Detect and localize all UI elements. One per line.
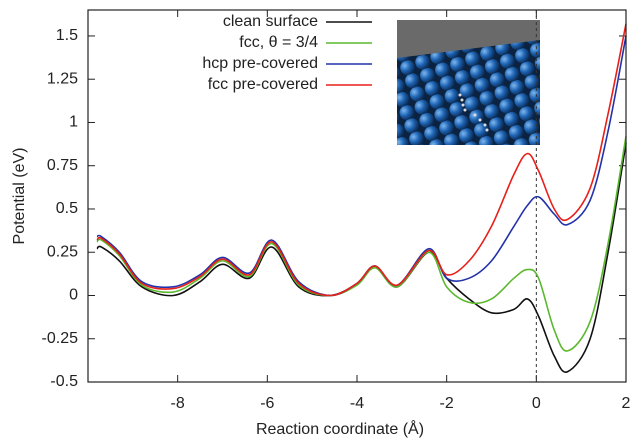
inset-image [397, 20, 540, 145]
x-axis-label: Reaction coordinate (Å) [256, 419, 424, 438]
x-tick-label: -6 [260, 395, 274, 412]
y-tick-label: -0.25 [42, 330, 79, 347]
series-line [96, 35, 627, 297]
series-line [96, 23, 627, 297]
legend-label: fcc pre-covered [208, 76, 318, 93]
y-tick-label: 0 [69, 287, 78, 304]
plot-frame [87, 9, 627, 383]
y-tick-label: 1 [69, 114, 78, 131]
legend-label: hcp pre-covered [202, 55, 318, 72]
y-tick-label: 1.25 [47, 70, 78, 87]
x-tick-label: 2 [622, 395, 631, 412]
x-tick-label: -8 [171, 395, 185, 412]
y-tick-label: -0.5 [50, 373, 78, 390]
y-tick-label: 0.25 [47, 243, 78, 260]
y-tick-label: 0.5 [56, 200, 78, 217]
legend-label: fcc, θ = 3/4 [239, 34, 318, 51]
y-tick-label: 0.75 [47, 157, 78, 174]
x-tick-label: -2 [440, 395, 454, 412]
legend-label: clean surface [223, 13, 318, 30]
series-line [96, 143, 627, 373]
series-line [96, 136, 627, 352]
x-tick-label: -4 [350, 395, 364, 412]
y-tick-label: 1.5 [56, 27, 78, 44]
y-axis-label: Potential (eV) [11, 148, 28, 245]
x-tick-label: 0 [532, 395, 541, 412]
